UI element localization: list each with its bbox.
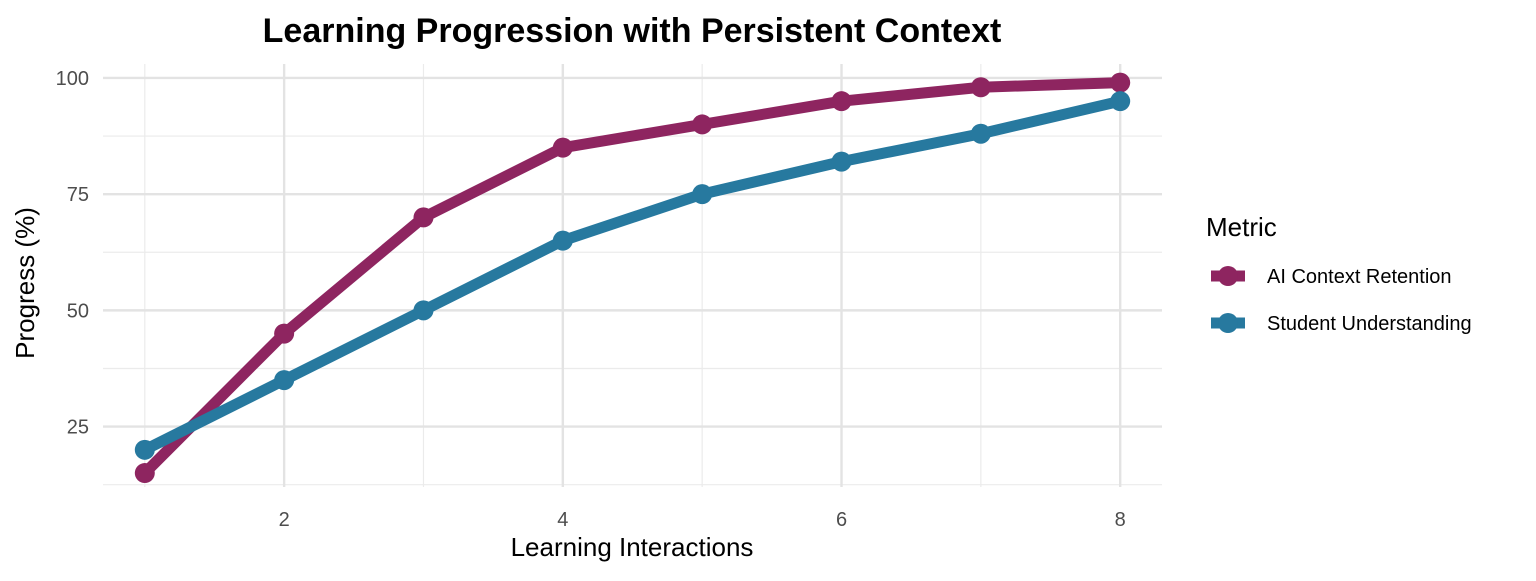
x-tick-label: 6 [836,509,847,531]
legend-items: AI Context Retention Student Understandin… [1211,266,1472,335]
data-point [1110,72,1131,93]
x-tick-label: 8 [1115,509,1126,531]
data-point [134,463,155,484]
data-point [970,123,991,144]
data-point [1110,91,1131,112]
grid-layer [103,64,1162,487]
y-axis-title: Progress (%) [10,207,40,359]
data-point [552,230,573,251]
tick-layer: 2 4 6 8 25 50 75 100 [56,68,1126,531]
x-axis-title: Learning Interactions [511,532,754,562]
x-tick-label: 2 [279,509,290,531]
series-layer [134,72,1131,484]
legend-item: AI Context Retention [1211,266,1452,288]
legend-label: Student Understanding [1267,313,1472,335]
series-line-1 [140,77,1121,477]
legend-title: Metric [1206,212,1277,242]
legend-item: Student Understanding [1211,313,1472,335]
y-tick-label: 25 [67,417,89,439]
data-point [274,323,295,344]
data-point [692,114,713,135]
y-tick-label: 50 [67,300,89,322]
chart-title: Learning Progression with Persistent Con… [263,12,1002,50]
data-point [831,91,852,112]
y-tick-label: 75 [67,184,89,206]
legend-label: AI Context Retention [1267,266,1452,288]
data-point [413,207,434,228]
data-point [274,370,295,391]
legend-key-point [1218,313,1238,333]
data-point [970,77,991,98]
data-point [692,184,713,205]
series-line-2 [142,95,1122,455]
data-point [552,137,573,158]
legend-key-point [1218,266,1238,286]
data-point [831,151,852,172]
y-tick-label: 100 [56,68,89,90]
x-tick-label: 4 [557,509,568,531]
data-point [413,300,434,321]
legend: Metric AI Context Retention Student Under… [1206,212,1472,335]
data-point [134,439,155,460]
